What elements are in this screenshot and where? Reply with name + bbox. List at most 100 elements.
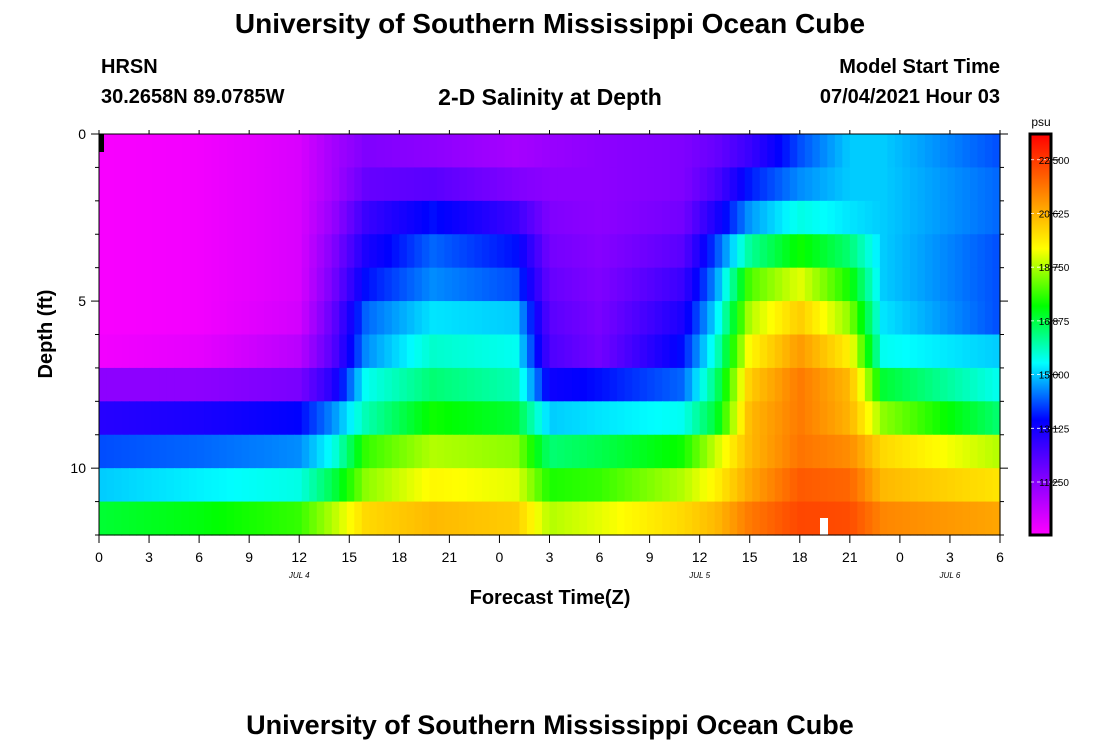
heatmap-cell xyxy=(301,234,310,269)
heatmap-cell xyxy=(316,200,325,235)
heatmap-cell xyxy=(662,301,671,336)
heatmap-cell xyxy=(767,434,776,469)
heatmap-cell xyxy=(939,401,949,436)
heatmap-cell xyxy=(714,167,723,202)
heatmap-cell xyxy=(166,167,175,202)
heatmap-cell xyxy=(474,267,483,302)
heatmap-cell xyxy=(842,334,851,369)
colorbar-ticks: 22.500 20.625 18.750 16.875 15.000 13.125 11.2… xyxy=(1031,156,1070,489)
heatmap-cell xyxy=(894,334,903,369)
heatmap-cell xyxy=(114,334,123,369)
heatmap-cell xyxy=(196,434,205,469)
heatmap-cell xyxy=(594,401,603,436)
heatmap-cell xyxy=(226,134,235,169)
heatmap-cell xyxy=(692,468,701,503)
heatmap-cell xyxy=(174,301,183,336)
heatmap-cell xyxy=(924,167,934,202)
heatmap-cell xyxy=(879,200,888,235)
heatmap-cell xyxy=(294,167,303,202)
heatmap-cell xyxy=(909,267,919,302)
heatmap-cell xyxy=(136,401,145,436)
heatmap-cell xyxy=(519,134,528,169)
heatmap-cell xyxy=(804,501,813,536)
heatmap-cell xyxy=(496,334,506,369)
heatmap-cell xyxy=(834,134,843,169)
heatmap-cell xyxy=(504,367,513,402)
heatmap-cell xyxy=(969,234,979,269)
heatmap-cell xyxy=(504,468,513,503)
heatmap-cell xyxy=(917,200,926,235)
heatmap-cell xyxy=(729,501,738,536)
heatmap-cell xyxy=(849,501,858,536)
heatmap-cell xyxy=(564,468,573,503)
heatmap-cell xyxy=(774,200,783,235)
heatmap-cell xyxy=(241,134,250,169)
heatmap-cell xyxy=(947,367,956,402)
x-tick-label: 0 xyxy=(896,549,904,565)
page-title: University of Southern Mississippi Ocean… xyxy=(234,8,866,39)
heatmap-cell xyxy=(526,134,536,169)
heatmap-cell xyxy=(849,234,858,269)
heatmap-cell xyxy=(249,167,258,202)
heatmap-cell xyxy=(767,167,776,202)
heatmap-cell xyxy=(939,367,949,402)
heatmap-cell xyxy=(271,301,280,336)
heatmap-cell xyxy=(129,167,138,202)
heatmap-cell xyxy=(549,267,558,302)
heatmap-cell xyxy=(722,468,731,503)
heatmap-cell xyxy=(744,334,753,369)
heatmap-cell xyxy=(729,401,738,436)
heatmap-cell xyxy=(496,301,506,336)
heatmap-cell xyxy=(481,334,491,369)
heatmap-cell xyxy=(887,200,896,235)
heatmap-cell xyxy=(496,134,506,169)
heatmap-cell xyxy=(767,234,776,269)
heatmap-cell xyxy=(459,134,468,169)
heatmap-cell xyxy=(489,234,498,269)
heatmap-cell xyxy=(864,134,873,169)
heatmap-cell xyxy=(834,267,843,302)
heatmap-cell xyxy=(264,334,273,369)
heatmap-cell xyxy=(264,301,273,336)
heatmap-cell xyxy=(526,234,536,269)
heatmap-cell xyxy=(564,167,573,202)
heatmap-cell xyxy=(354,134,363,169)
heatmap-cell xyxy=(511,134,521,169)
heatmap-cell xyxy=(534,434,543,469)
heatmap-cell xyxy=(887,334,896,369)
heatmap-cell xyxy=(857,234,866,269)
heatmap-cell xyxy=(752,334,761,369)
heatmap-cell xyxy=(459,234,468,269)
heatmap-cell xyxy=(639,134,648,169)
heatmap-cell xyxy=(692,267,701,302)
heatmap-cell xyxy=(414,200,423,235)
heatmap-cell xyxy=(879,401,888,436)
heatmap-cell xyxy=(264,434,273,469)
heatmap-cell xyxy=(331,334,340,369)
x-tick-label: 6 xyxy=(996,549,1004,565)
heatmap-cell xyxy=(752,267,761,302)
heatmap-cell xyxy=(849,401,858,436)
heatmap-cell xyxy=(812,167,821,202)
heatmap-cell xyxy=(459,334,468,369)
x-tick-label: 3 xyxy=(946,549,954,565)
heatmap-cell xyxy=(932,468,941,503)
heatmap-cell xyxy=(752,501,761,536)
heatmap-cell xyxy=(129,334,138,369)
heatmap-cell xyxy=(774,134,783,169)
heatmap-cell xyxy=(466,367,476,402)
heatmap-cell xyxy=(902,501,911,536)
heatmap-cell xyxy=(534,367,543,402)
heatmap-cell xyxy=(496,200,506,235)
heatmap-cell xyxy=(857,134,866,169)
colorbar: psu 22.500 20.625 18.750 16.875 15.000 13.125… xyxy=(1028,115,1070,537)
heatmap-cell xyxy=(196,134,205,169)
heatmap-cell xyxy=(909,167,919,202)
heatmap-cell xyxy=(189,234,198,269)
heatmap-cell xyxy=(752,401,761,436)
heatmap-cell xyxy=(144,200,153,235)
heatmap-cell xyxy=(346,367,355,402)
heatmap-cell xyxy=(121,200,130,235)
heatmap-cell xyxy=(744,401,753,436)
heatmap-cell xyxy=(151,401,160,436)
